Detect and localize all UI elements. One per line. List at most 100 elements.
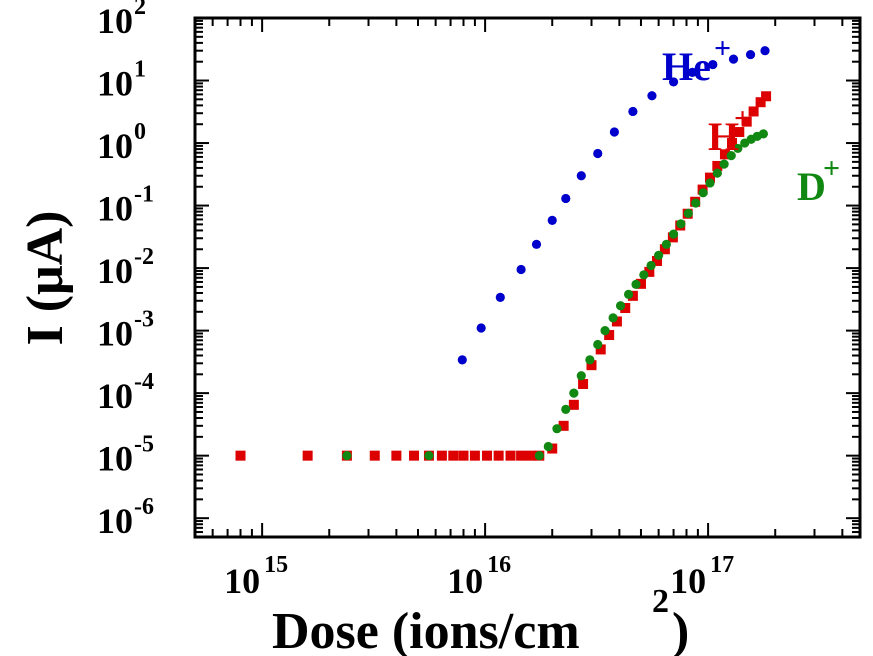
y-tick-label: 10 bbox=[97, 501, 133, 541]
data-point bbox=[676, 219, 686, 229]
series-label-sup-he: + bbox=[714, 32, 731, 65]
data-point bbox=[631, 279, 641, 289]
x-axis-title-exponent: 2 bbox=[652, 583, 669, 620]
data-point bbox=[611, 316, 622, 327]
data-point bbox=[424, 451, 434, 461]
data-point bbox=[668, 77, 679, 87]
data-point bbox=[516, 450, 527, 461]
data-point bbox=[593, 339, 603, 350]
data-point bbox=[726, 150, 736, 161]
data-point bbox=[728, 54, 739, 64]
data-point bbox=[760, 46, 770, 56]
y-tick-label: 10 bbox=[97, 126, 133, 166]
x-axis-title: Dose (ions/cm bbox=[272, 603, 580, 656]
data-point bbox=[600, 326, 610, 336]
data-point bbox=[457, 355, 467, 365]
series-label-sup-h: + bbox=[734, 102, 751, 135]
y-tick-label: 10 bbox=[97, 376, 133, 416]
data-point bbox=[302, 450, 313, 461]
data-layer bbox=[235, 46, 772, 461]
data-point bbox=[727, 138, 737, 149]
data-point bbox=[698, 188, 708, 198]
data-point bbox=[758, 129, 768, 139]
data-point bbox=[493, 450, 504, 461]
data-point bbox=[576, 171, 586, 181]
x-tick-label-exponent: 16 bbox=[487, 552, 511, 578]
data-point bbox=[525, 450, 536, 461]
data-point bbox=[593, 148, 603, 159]
data-point bbox=[476, 323, 486, 333]
data-point bbox=[543, 441, 553, 452]
y-axis-title: I (μA) bbox=[17, 211, 74, 346]
data-point bbox=[568, 399, 579, 410]
data-point bbox=[235, 450, 246, 461]
data-point bbox=[644, 266, 655, 277]
data-point bbox=[547, 215, 557, 225]
data-point bbox=[712, 168, 722, 178]
data-point bbox=[620, 302, 631, 313]
series-h bbox=[235, 91, 772, 461]
data-point bbox=[651, 255, 662, 266]
data-point bbox=[761, 91, 772, 102]
x-tick-label: 10 bbox=[224, 561, 260, 601]
data-point bbox=[505, 450, 516, 461]
data-point bbox=[659, 244, 670, 255]
data-point bbox=[369, 450, 380, 461]
series-label-sup-d: + bbox=[823, 152, 840, 185]
data-point bbox=[516, 264, 526, 275]
data-point bbox=[595, 344, 606, 355]
data-point bbox=[661, 239, 671, 249]
y-tick-label-exponent: 2 bbox=[134, 0, 146, 20]
data-point bbox=[705, 172, 716, 183]
y-tick-label-exponent: 1 bbox=[134, 57, 146, 83]
data-point bbox=[448, 450, 459, 461]
y-tick-label-exponent: 0 bbox=[134, 119, 146, 145]
data-point bbox=[558, 420, 569, 431]
data-point bbox=[495, 292, 505, 302]
y-tick-label-exponent: -5 bbox=[134, 432, 154, 458]
data-point bbox=[647, 91, 657, 101]
x-tick-label: 10 bbox=[670, 561, 706, 601]
data-point bbox=[734, 127, 745, 138]
y-tick-label: 10 bbox=[97, 314, 133, 354]
series-he bbox=[235, 46, 770, 461]
data-point bbox=[687, 67, 697, 77]
data-point bbox=[482, 450, 493, 461]
axes-layer bbox=[193, 16, 862, 539]
data-point bbox=[342, 451, 352, 461]
data-point bbox=[534, 451, 544, 461]
data-point bbox=[705, 178, 715, 188]
data-point bbox=[586, 360, 597, 371]
series-d bbox=[342, 129, 768, 461]
data-point bbox=[409, 450, 420, 461]
y-tick-label-exponent: -3 bbox=[134, 307, 154, 333]
data-point bbox=[741, 116, 752, 127]
data-point bbox=[578, 378, 589, 389]
data-point bbox=[436, 450, 447, 461]
data-point bbox=[531, 239, 542, 249]
data-point bbox=[654, 250, 664, 260]
y-tick-label: 10 bbox=[97, 251, 133, 291]
data-point bbox=[604, 330, 615, 341]
y-tick-label-exponent: -1 bbox=[134, 182, 154, 208]
y-tick-label-exponent: -2 bbox=[134, 244, 154, 270]
data-point bbox=[708, 59, 718, 70]
y-tick-label: 10 bbox=[97, 1, 133, 41]
data-point bbox=[691, 198, 701, 208]
data-point bbox=[712, 160, 723, 171]
data-point bbox=[608, 313, 618, 323]
data-point bbox=[576, 371, 586, 381]
data-point bbox=[458, 450, 469, 461]
data-point bbox=[609, 127, 619, 137]
y-tick-label: 10 bbox=[97, 189, 133, 229]
x-axis-title-tail: ) bbox=[672, 603, 689, 656]
data-point bbox=[719, 149, 730, 160]
y-tick-label: 10 bbox=[97, 64, 133, 104]
data-point bbox=[748, 106, 759, 117]
data-point bbox=[639, 270, 649, 280]
data-point bbox=[628, 106, 638, 117]
data-point bbox=[683, 208, 693, 218]
data-point bbox=[745, 49, 756, 60]
x-tick-label-exponent: 15 bbox=[264, 552, 288, 578]
